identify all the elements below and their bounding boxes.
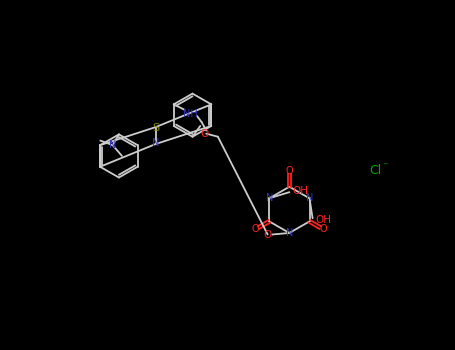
Text: N: N	[266, 193, 273, 203]
Text: O: O	[286, 166, 293, 176]
Text: O: O	[251, 224, 259, 234]
Text: O: O	[263, 230, 272, 239]
Text: O: O	[201, 129, 209, 139]
Text: OH: OH	[292, 187, 308, 196]
Text: O: O	[320, 224, 328, 234]
Text: S: S	[152, 123, 159, 133]
Text: N: N	[306, 193, 313, 203]
Text: OH: OH	[315, 215, 331, 225]
Text: NH: NH	[183, 108, 198, 119]
Text: Cl: Cl	[369, 164, 381, 177]
Text: ⁻: ⁻	[382, 162, 388, 172]
Text: N: N	[286, 228, 293, 238]
Text: N: N	[109, 140, 116, 150]
Text: N: N	[152, 138, 159, 148]
